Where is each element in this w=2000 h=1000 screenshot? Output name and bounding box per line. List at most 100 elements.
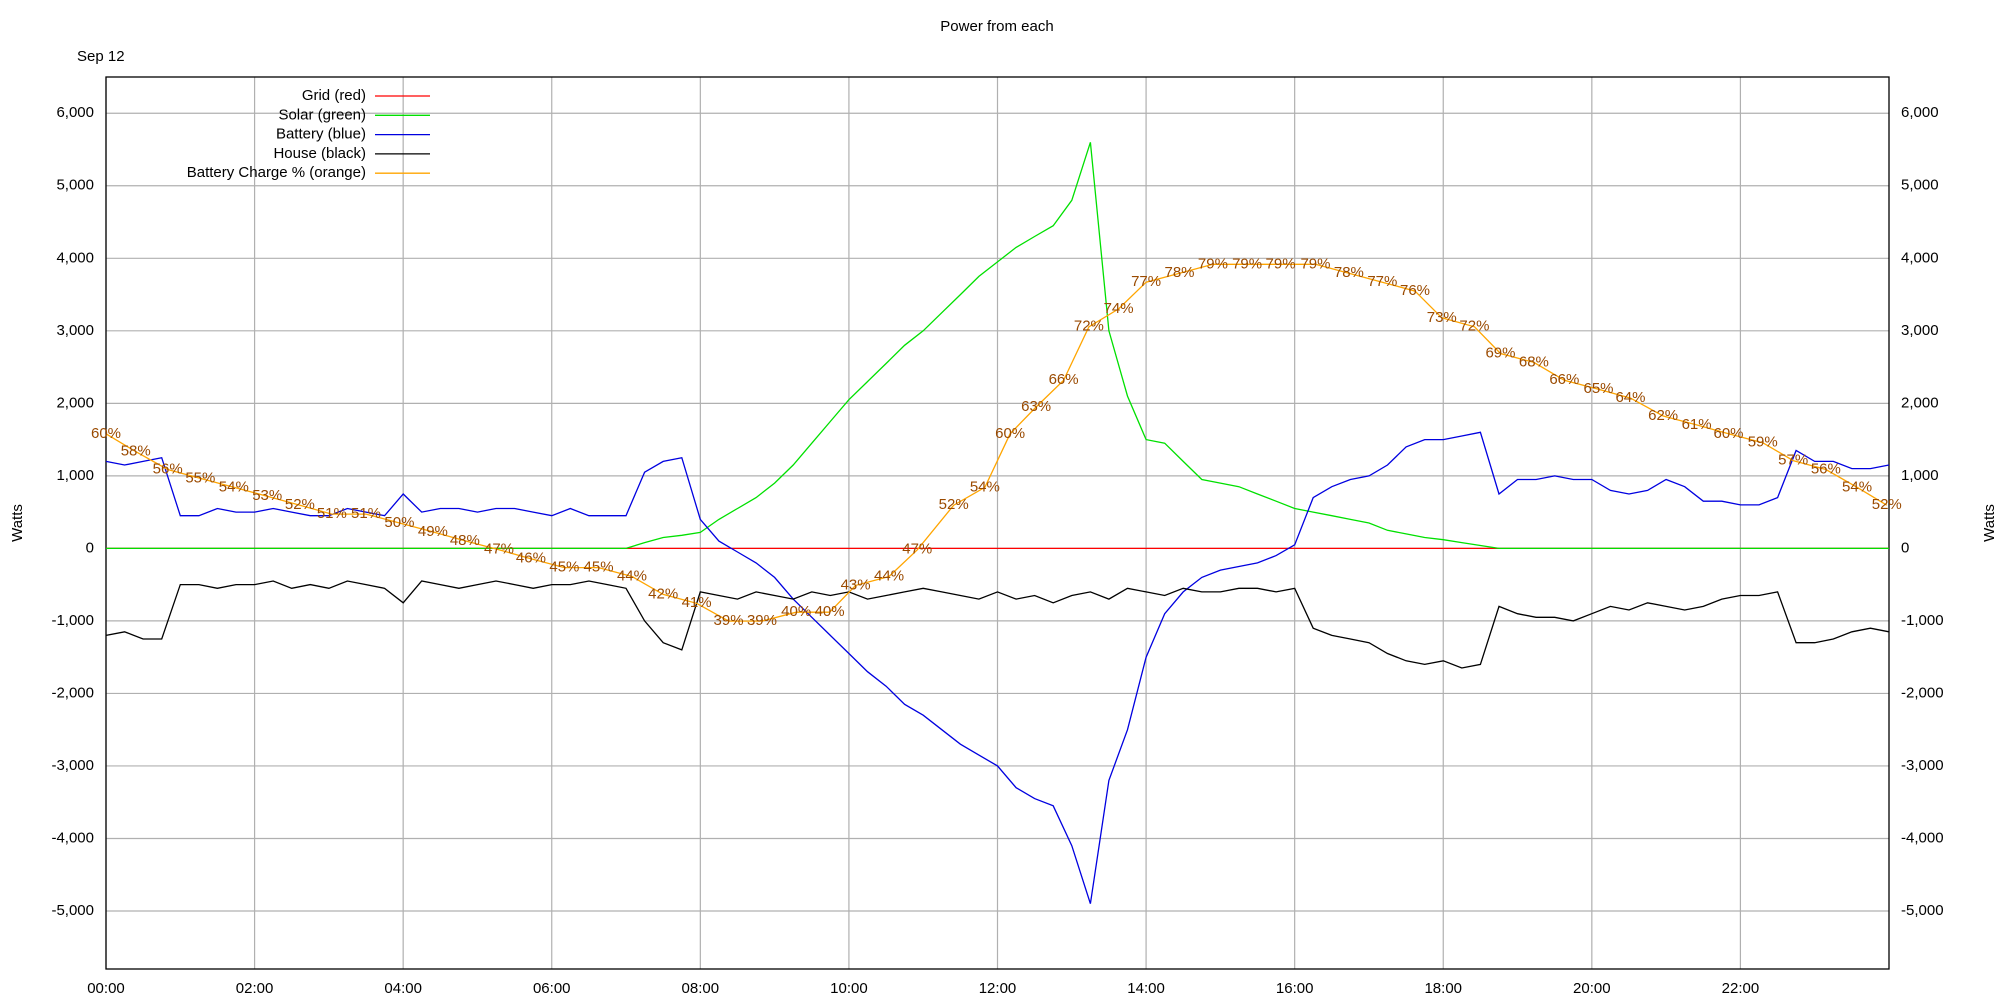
y-tick-label: -4,000	[51, 829, 94, 846]
data-label: 78%	[1164, 264, 1194, 281]
data-label: 40%	[781, 603, 811, 620]
y-tick-label: -1,000	[51, 612, 94, 629]
y-tick-label: -2,000	[51, 684, 94, 701]
data-label: 52%	[1872, 496, 1902, 513]
y-tick-label: 1,000	[56, 467, 94, 484]
data-label: 56%	[153, 460, 183, 477]
data-label: 79%	[1198, 255, 1228, 272]
x-tick-label: 10:00	[830, 980, 868, 997]
data-label: 49%	[418, 523, 448, 540]
data-label: 47%	[902, 541, 932, 558]
data-label: 42%	[648, 585, 678, 602]
data-label: 66%	[1549, 371, 1579, 388]
data-label: 45%	[584, 559, 614, 576]
chart-title: Power from each	[940, 18, 1053, 35]
y-tick-label: -5,000	[51, 902, 94, 919]
data-label: 68%	[1519, 353, 1549, 370]
data-label: 72%	[1074, 318, 1104, 335]
series-line	[105, 580, 1890, 669]
data-label: 79%	[1266, 255, 1296, 272]
y2-tick-label: 2,000	[1901, 394, 1939, 411]
data-label: 54%	[970, 478, 1000, 495]
data-label: 53%	[252, 487, 282, 504]
y2-tick-label: -2,000	[1901, 684, 1944, 701]
legend-label: House (black)	[273, 145, 366, 162]
data-label: 51%	[317, 505, 347, 522]
y-tick-label: 2,000	[56, 394, 94, 411]
data-label: 39%	[747, 612, 777, 629]
y2-tick-label: 0	[1901, 539, 1909, 556]
y2-tick-label: 4,000	[1901, 249, 1939, 266]
data-label: 76%	[1400, 282, 1430, 299]
data-label: 40%	[815, 603, 845, 620]
data-label: 44%	[617, 567, 647, 584]
data-label: 51%	[351, 505, 381, 522]
data-label: 60%	[1714, 425, 1744, 442]
x-tick-label: 12:00	[979, 980, 1017, 997]
y2-tick-label: -1,000	[1901, 612, 1944, 629]
data-label: 54%	[219, 478, 249, 495]
y2-tick-label: 3,000	[1901, 322, 1939, 339]
data-label: 65%	[1584, 380, 1614, 397]
data-label: 43%	[841, 576, 871, 593]
data-label: 77%	[1131, 273, 1161, 290]
legend-label: Battery (blue)	[276, 126, 366, 143]
legend-label: Grid (red)	[302, 87, 366, 104]
data-label: 63%	[1021, 398, 1051, 415]
date-label: Sep 12	[77, 48, 125, 65]
data-label: 79%	[1232, 255, 1262, 272]
data-label: 54%	[1842, 478, 1872, 495]
data-label: 60%	[995, 425, 1025, 442]
x-tick-label: 18:00	[1424, 980, 1462, 997]
x-tick-label: 00:00	[87, 980, 125, 997]
legend-label: Solar (green)	[278, 106, 366, 123]
y-axis-label: Watts	[9, 504, 26, 542]
y-tick-label: 6,000	[56, 104, 94, 121]
y2-tick-label: -5,000	[1901, 902, 1944, 919]
data-label: 60%	[91, 425, 121, 442]
x-tick-label: 06:00	[533, 980, 571, 997]
x-tick-label: 14:00	[1127, 980, 1165, 997]
legend-label: Battery Charge % (orange)	[187, 164, 366, 181]
data-label: 52%	[939, 496, 969, 513]
data-label: 73%	[1427, 309, 1457, 326]
y-tick-label: 0	[86, 539, 94, 556]
data-label: 72%	[1459, 318, 1489, 335]
data-label: 74%	[1104, 300, 1134, 317]
x-tick-label: 04:00	[384, 980, 422, 997]
x-tick-label: 02:00	[236, 980, 274, 997]
data-label: 44%	[874, 567, 904, 584]
data-label: 52%	[285, 496, 315, 513]
data-label: 56%	[1811, 460, 1841, 477]
data-label: 50%	[384, 514, 414, 531]
y-tick-label: 4,000	[56, 249, 94, 266]
y2-tick-label: 5,000	[1901, 177, 1939, 194]
data-label: 77%	[1367, 273, 1397, 290]
y-tick-label: -3,000	[51, 757, 94, 774]
y2-tick-label: 6,000	[1901, 104, 1939, 121]
data-label: 69%	[1485, 344, 1515, 361]
y2-tick-label: -4,000	[1901, 829, 1944, 846]
y2-tick-label: -3,000	[1901, 757, 1944, 774]
data-label: 41%	[682, 594, 712, 611]
y2-tick-label: 1,000	[1901, 467, 1939, 484]
data-label: 66%	[1049, 371, 1079, 388]
data-label: 57%	[1778, 452, 1808, 469]
x-tick-label: 08:00	[682, 980, 720, 997]
data-label: 62%	[1648, 407, 1678, 424]
series-line	[105, 431, 1890, 904]
data-label: 55%	[185, 469, 215, 486]
x-tick-label: 22:00	[1722, 980, 1760, 997]
data-label: 46%	[516, 550, 546, 567]
data-label: 48%	[450, 532, 480, 549]
x-tick-label: 20:00	[1573, 980, 1611, 997]
data-label: 47%	[484, 541, 514, 558]
data-label: 61%	[1682, 416, 1712, 433]
y2-axis-label: Watts	[1981, 504, 1998, 542]
x-tick-label: 16:00	[1276, 980, 1314, 997]
plot-frame	[105, 76, 1890, 970]
data-label: 64%	[1615, 389, 1645, 406]
y-tick-label: 5,000	[56, 177, 94, 194]
y-tick-label: 3,000	[56, 322, 94, 339]
